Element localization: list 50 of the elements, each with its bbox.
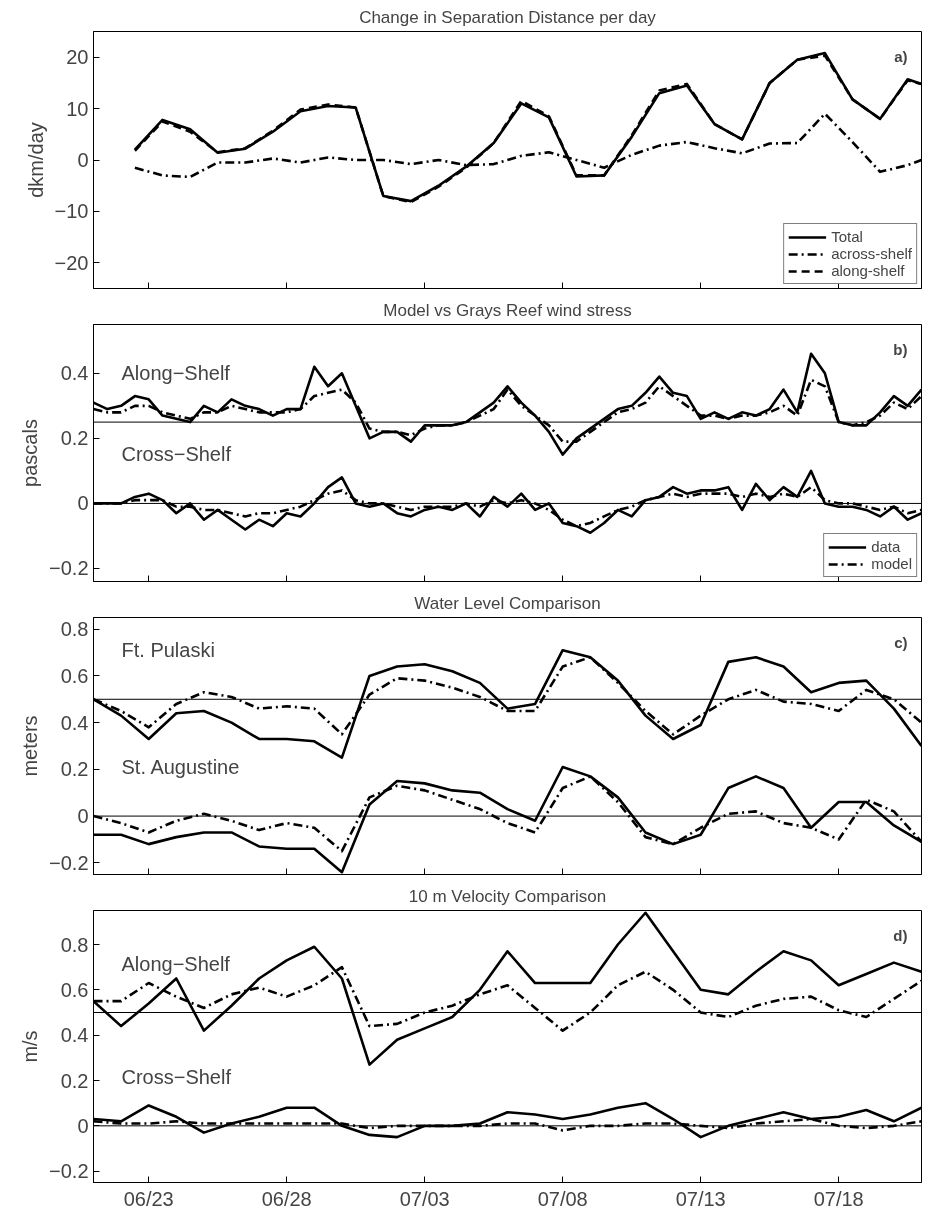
y-tick-label: −10 bbox=[54, 200, 89, 223]
annotation: b) bbox=[893, 340, 908, 358]
x-tick-label: 06/28 bbox=[261, 1187, 312, 1210]
y-tick-label: 0 bbox=[77, 149, 89, 171]
y-tick-label: 0.6 bbox=[60, 664, 89, 687]
chart-title: Water Level Comparison bbox=[414, 593, 601, 613]
annotation: Ft. Pulaski bbox=[121, 639, 215, 662]
legend-label: along-shelf bbox=[831, 262, 905, 279]
y-tick-label: 10 bbox=[66, 97, 89, 120]
chart-title: Model vs Grays Reef wind stress bbox=[383, 300, 632, 320]
x-tick-label: 06/23 bbox=[123, 1187, 174, 1210]
y-tick-label: 0 bbox=[77, 492, 89, 515]
y-tick-label: −0.2 bbox=[49, 557, 89, 580]
x-tick-label: 07/03 bbox=[399, 1187, 450, 1210]
y-tick-label: 0.4 bbox=[60, 711, 89, 734]
y-tick-label: 20 bbox=[66, 46, 89, 69]
annotation: Cross−Shelf bbox=[121, 443, 232, 466]
y-axis-title: pascals bbox=[19, 419, 42, 487]
y-tick-label: 0.8 bbox=[60, 618, 89, 641]
y-tick-label: 0.2 bbox=[60, 427, 89, 450]
y-tick-label: 0.2 bbox=[60, 758, 89, 781]
y-tick-label: −0.2 bbox=[49, 1160, 89, 1183]
y-axis-title: meters bbox=[19, 715, 42, 777]
legend-label: Total bbox=[831, 228, 863, 245]
y-tick-label: 0 bbox=[77, 1114, 89, 1137]
chart-title: 10 m Velocity Comparison bbox=[408, 886, 607, 906]
annotation: a) bbox=[894, 47, 908, 65]
y-tick-label: 0.8 bbox=[60, 933, 89, 956]
annotation: d) bbox=[893, 926, 908, 944]
legend-label: across-shelf bbox=[831, 245, 912, 262]
annotation: c) bbox=[894, 633, 908, 651]
legend-label: model bbox=[871, 555, 912, 572]
annotation: St. Augustine bbox=[121, 756, 240, 779]
y-tick-label: 0.4 bbox=[60, 362, 89, 385]
chart-title: Change in Separation Distance per day bbox=[359, 7, 657, 27]
y-tick-label: 0 bbox=[77, 805, 89, 828]
y-tick-label: −20 bbox=[54, 251, 89, 274]
y-axis-title: m/s bbox=[19, 1030, 42, 1063]
y-tick-label: 0.6 bbox=[60, 978, 89, 1001]
y-tick-label: −0.2 bbox=[49, 851, 89, 874]
x-tick-label: 07/18 bbox=[813, 1187, 864, 1210]
annotation: Along−Shelf bbox=[121, 952, 231, 975]
x-tick-label: 07/08 bbox=[537, 1187, 588, 1210]
y-tick-label: 0.2 bbox=[60, 1069, 89, 1092]
y-axis-title: dkm/day bbox=[24, 122, 47, 198]
y-tick-label: 0.4 bbox=[60, 1024, 89, 1047]
annotation: Cross−Shelf bbox=[121, 1065, 232, 1088]
annotation: Along−Shelf bbox=[121, 362, 231, 385]
legend-label: data bbox=[871, 538, 901, 555]
x-tick-label: 07/13 bbox=[675, 1187, 726, 1210]
